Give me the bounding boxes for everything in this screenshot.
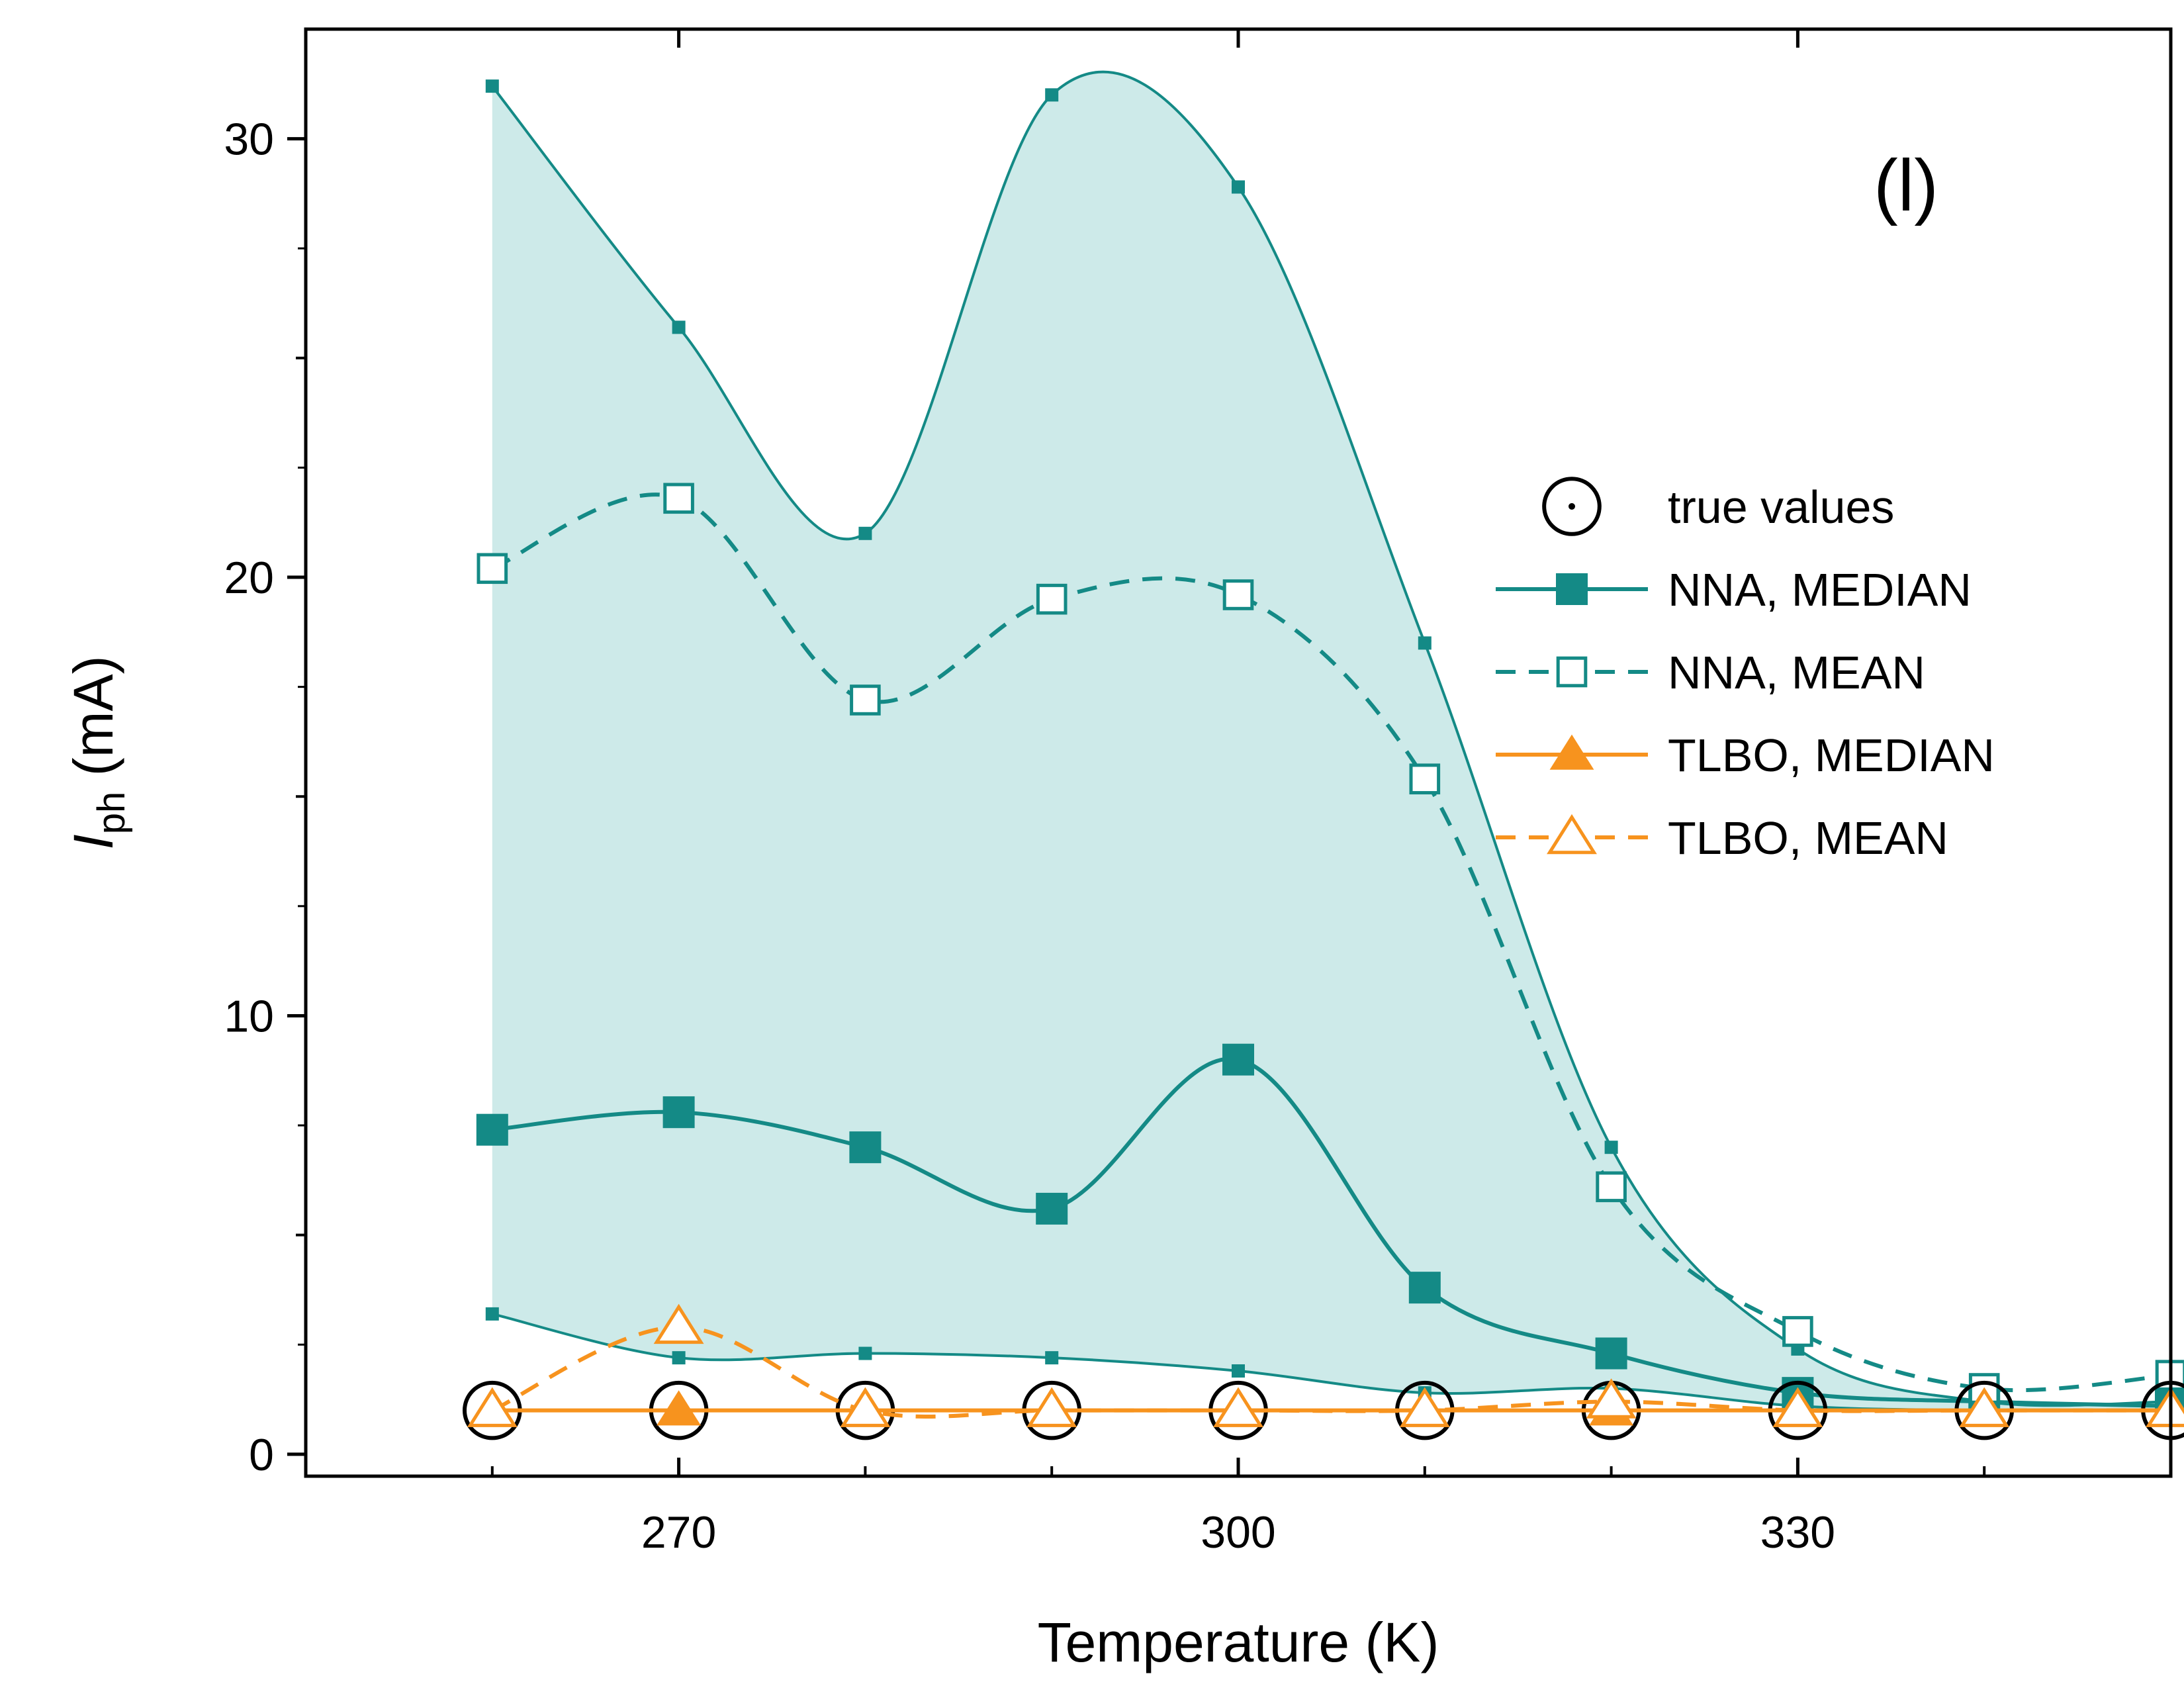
legend-item: NNA, MEDIAN	[1496, 564, 1972, 616]
series-marker	[477, 553, 508, 585]
band-upper-point	[858, 526, 872, 540]
series-marker	[662, 1096, 695, 1129]
x-axis-title: Temperature (K)	[1038, 1611, 1439, 1673]
series-marker	[657, 1390, 702, 1426]
legend-label: true values	[1668, 481, 1894, 533]
y-tick-label: 20	[224, 553, 274, 603]
series-marker	[849, 1131, 882, 1164]
legend-marker	[1542, 477, 1602, 536]
series-1	[476, 1043, 2184, 1423]
band-fill	[492, 71, 2171, 1411]
series-line	[492, 1056, 2171, 1409]
series-layer	[463, 483, 2184, 1440]
series-marker	[663, 483, 694, 514]
series-marker	[1399, 1387, 1450, 1427]
series-marker	[1408, 1272, 1441, 1304]
series-marker	[1036, 1192, 1068, 1225]
series-marker	[1222, 1043, 1254, 1076]
series-marker	[476, 1113, 508, 1146]
y-tick-label: 30	[224, 115, 274, 165]
band-upper-point	[1604, 1141, 1618, 1154]
y-axis-title: Iph (mA)	[62, 655, 133, 849]
series-marker	[467, 1387, 518, 1427]
x-tick-label: 270	[641, 1507, 716, 1558]
legend-marker	[1556, 656, 1588, 688]
band-lower-point	[672, 1351, 686, 1365]
legend-item: TLBO, MEDIAN	[1496, 729, 1995, 781]
series-line	[491, 492, 2171, 1393]
panel-label: (l)	[1874, 145, 1938, 226]
band-upper-point	[672, 320, 686, 334]
legend-marker-dot	[1569, 503, 1575, 510]
legend-label: NNA, MEDIAN	[1668, 564, 1972, 616]
series-marker	[1772, 1387, 1823, 1427]
series-marker	[1026, 1387, 1077, 1427]
series-line	[491, 1325, 2171, 1419]
y-axis-unit: (mA)	[62, 655, 124, 791]
series-marker	[850, 684, 881, 716]
series-marker	[1586, 1378, 1637, 1419]
x-tick-label: 330	[1760, 1507, 1835, 1558]
series-marker	[840, 1387, 891, 1427]
series-2	[477, 483, 2184, 1404]
series-marker	[1596, 1171, 1627, 1203]
band-upper-point	[485, 79, 499, 93]
band-lower-point	[1045, 1351, 1059, 1365]
y-tick-label: 10	[224, 991, 274, 1041]
legend-marker	[1547, 814, 1597, 855]
band-lower-point	[858, 1346, 872, 1360]
legend: true values NNA, MEDIAN NNA, MEAN TLBO, MED…	[1496, 477, 1995, 864]
series-marker	[1213, 1387, 1263, 1427]
series-4	[467, 1303, 2184, 1427]
band-lower-point	[485, 1307, 499, 1321]
legend-item: NNA, MEAN	[1496, 647, 1925, 698]
legend-label: TLBO, MEAN	[1668, 812, 1948, 864]
series-marker	[1036, 583, 1068, 615]
band-upper-point	[1045, 88, 1059, 102]
y-ticks: 0 10 20 30	[224, 115, 306, 1480]
series-marker	[1959, 1387, 2010, 1427]
band-upper-point	[1418, 636, 1432, 650]
x-ticks: 270 300 330	[490, 29, 2172, 1558]
series-marker	[1782, 1316, 1813, 1347]
legend-marker	[1549, 734, 1594, 770]
y-axis-subscript: ph	[90, 792, 133, 835]
y-axis-symbol: I	[62, 834, 124, 849]
legend-item: TLBO, MEAN	[1496, 812, 1948, 864]
band-upper-point	[1232, 180, 1245, 194]
series-marker	[653, 1303, 704, 1344]
x-tick-label: 300	[1201, 1507, 1275, 1558]
legend-item: true values	[1542, 477, 1894, 536]
series-marker	[1222, 579, 1254, 610]
axes: 270 300 330 0 10 20 30	[224, 27, 2173, 1558]
legend-marker	[1556, 573, 1588, 605]
series-marker	[1595, 1337, 1627, 1370]
band-lower-point	[1232, 1364, 1245, 1378]
y-tick-label: 0	[249, 1430, 274, 1480]
series-marker	[1409, 763, 1441, 795]
legend-label: TLBO, MEDIAN	[1668, 729, 1995, 781]
legend-label: NNA, MEAN	[1668, 647, 1925, 698]
